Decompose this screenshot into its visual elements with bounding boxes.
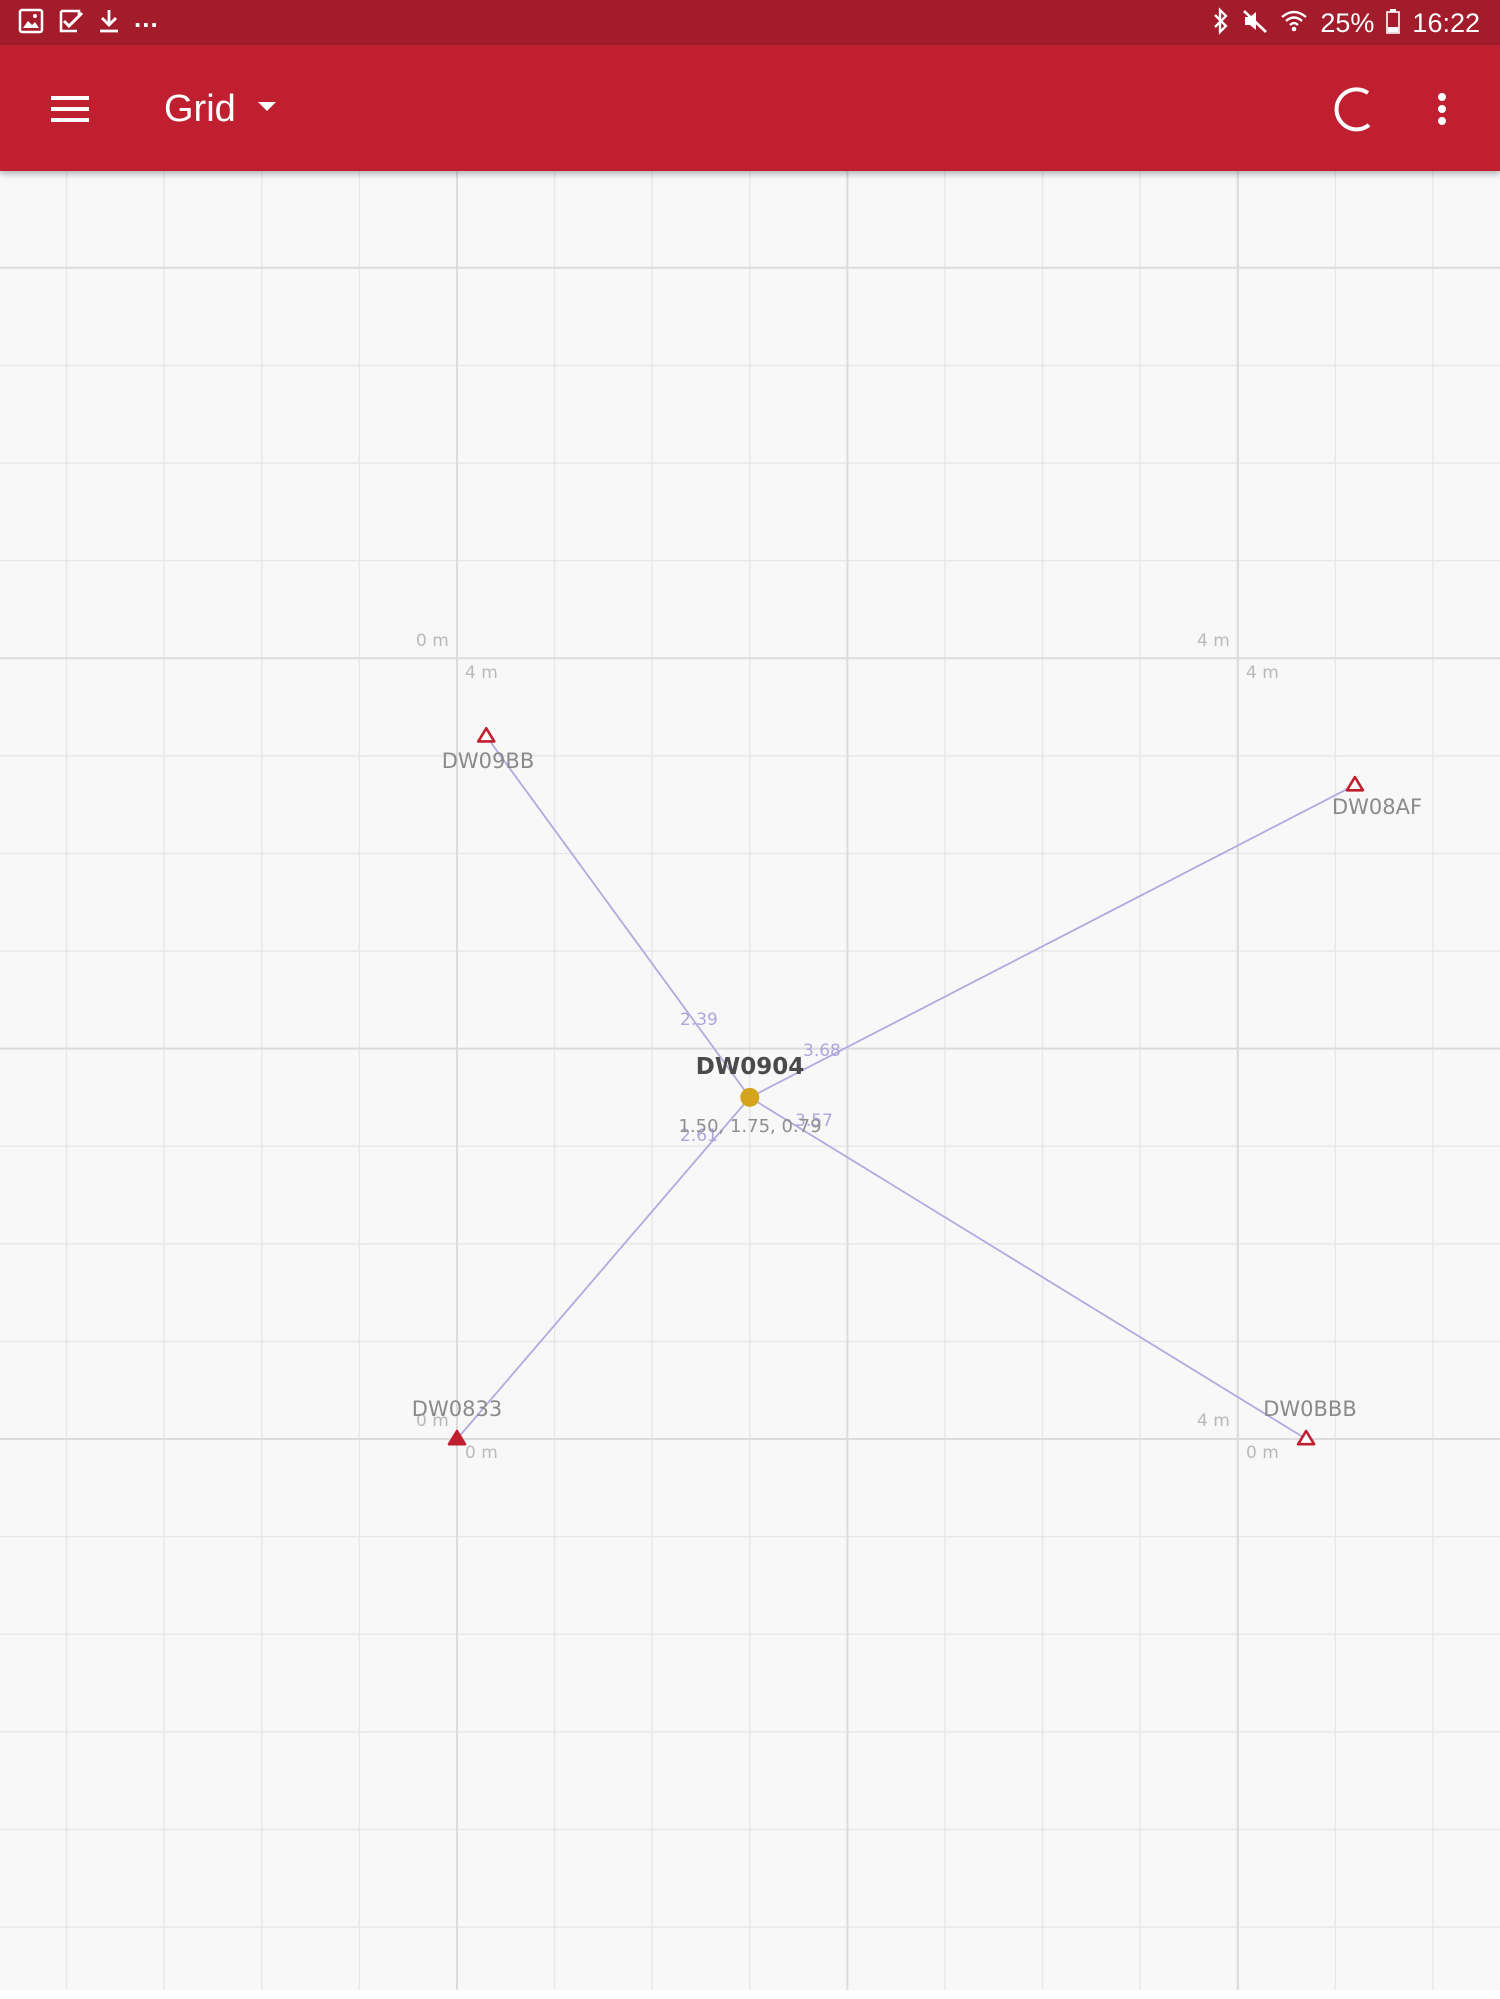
more-vert-icon	[1420, 93, 1464, 143]
download-icon	[98, 8, 120, 39]
distance-label-dw08af: 3.68	[803, 1041, 841, 1061]
status-bar-notifications: ...	[18, 3, 159, 39]
corner-label-br-b: 0 m	[1246, 1443, 1279, 1463]
status-bar-system: 25% 16:22	[1212, 6, 1480, 40]
wifi-icon	[1280, 8, 1308, 39]
link-dw09bb	[485, 735, 751, 1098]
menu-icon	[36, 96, 106, 143]
more-notifications-indicator: ...	[134, 2, 159, 33]
corner-label-bl-a: 0 m	[416, 1411, 449, 1431]
distance-label-dw09bb: 2.39	[680, 1010, 718, 1030]
distance-labels: 2.39 3.68 3.57 2.61	[680, 1010, 841, 1146]
grid-canvas[interactable]: 0 m 4 m 4 m 4 m 0 m 0 m 4 m 0 m 2.39 3.6…	[0, 171, 1500, 1999]
clock: 16:22	[1412, 7, 1480, 38]
checkbox-icon	[58, 8, 84, 39]
tag-label: DW0904	[696, 1054, 804, 1080]
app-bar: Grid	[0, 45, 1500, 171]
grid-view[interactable]: 0 m 4 m 4 m 4 m 0 m 0 m 4 m 0 m 2.39 3.6…	[0, 171, 1500, 1990]
anchor-dw0bbb-marker[interactable]	[1296, 1429, 1316, 1446]
corner-label-bl-b: 0 m	[465, 1443, 498, 1463]
refresh-icon	[1324, 87, 1384, 143]
dropdown-arrow-icon	[256, 100, 278, 119]
status-bar: ... 25%	[0, 0, 1500, 45]
tag-layer	[740, 1087, 760, 1107]
overflow-menu-button[interactable]	[1420, 79, 1464, 139]
bluetooth-icon	[1212, 6, 1230, 40]
corner-label-tr-a: 4 m	[1197, 631, 1230, 651]
distance-label-dw0bbb: 3.57	[795, 1111, 833, 1131]
corner-label-tr-b: 4 m	[1246, 663, 1279, 683]
link-dw0bbb	[749, 1096, 1307, 1440]
anchor-label-dw08af: DW08AF	[1332, 795, 1422, 819]
distance-label-dw0833: 2.61	[680, 1126, 718, 1146]
link-dw0833	[456, 1096, 751, 1440]
mute-icon	[1242, 8, 1268, 39]
anchor-dw0833-marker[interactable]	[447, 1429, 467, 1446]
corner-label-tl-a: 0 m	[416, 631, 449, 651]
anchor-dw08af-marker[interactable]	[1345, 775, 1365, 792]
tag-position-text: 1.50, 1.75, 0.79	[678, 1116, 821, 1137]
gallery-icon	[18, 8, 44, 39]
corner-label-tl-b: 4 m	[465, 663, 498, 683]
view-selector[interactable]: Grid	[164, 81, 278, 137]
bottom-edge	[0, 1990, 1500, 1999]
menu-button[interactable]	[36, 79, 106, 139]
link-dw08af	[749, 784, 1356, 1099]
grid-major-lines	[0, 171, 1500, 1990]
anchor-labels: DW09BB DW08AF DW0833 DW0BBB	[412, 749, 1422, 1421]
anchor-label-dw0833: DW0833	[412, 1397, 502, 1421]
refresh-button[interactable]	[1324, 79, 1384, 139]
battery-percent: 25%	[1320, 7, 1375, 38]
anchor-label-dw0bbb: DW0BBB	[1263, 1397, 1357, 1421]
tag-dw0904-marker[interactable]	[740, 1087, 760, 1107]
grid-corner-labels: 0 m 4 m 4 m 4 m 0 m 0 m 4 m 0 m	[416, 631, 1279, 1463]
distance-links	[456, 735, 1356, 1440]
page-title: Grid	[164, 87, 236, 130]
corner-label-br-a: 4 m	[1197, 1411, 1230, 1431]
anchors-layer	[447, 726, 1365, 1446]
battery-icon	[1386, 8, 1401, 39]
anchor-label-dw09bb: DW09BB	[442, 749, 534, 773]
anchor-dw09bb-marker[interactable]	[476, 726, 496, 743]
